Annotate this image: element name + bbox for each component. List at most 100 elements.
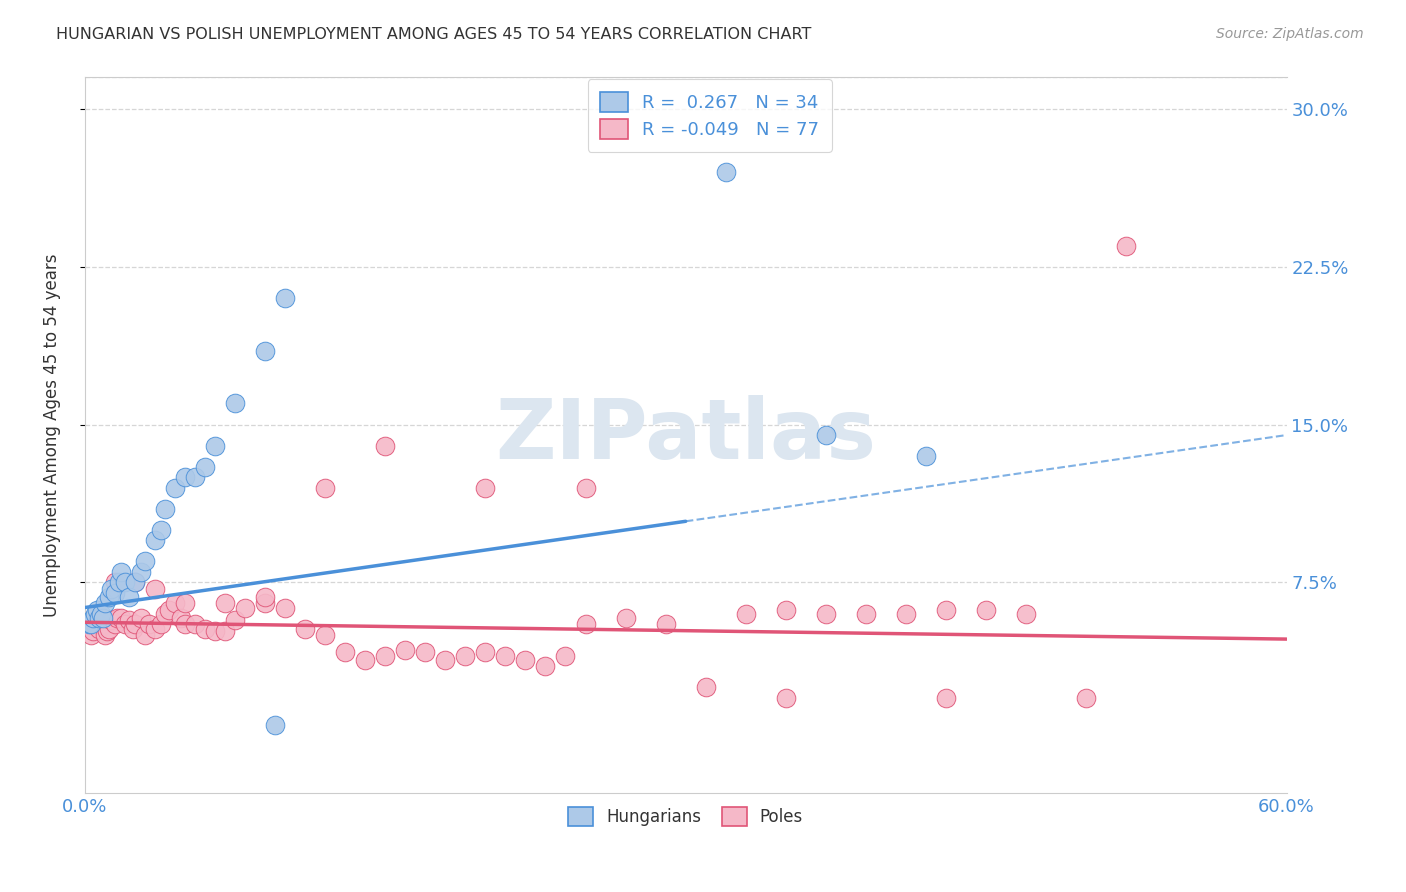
Point	[104, 617, 127, 632]
Point	[129, 565, 152, 579]
Point	[574, 481, 596, 495]
Point	[163, 596, 186, 610]
Point	[121, 622, 143, 636]
Point	[714, 165, 737, 179]
Point	[224, 396, 246, 410]
Point	[474, 481, 496, 495]
Point	[77, 617, 100, 632]
Point	[134, 628, 156, 642]
Point	[734, 607, 756, 621]
Point	[253, 596, 276, 610]
Point	[333, 645, 356, 659]
Point	[100, 613, 122, 627]
Point	[253, 590, 276, 604]
Point	[574, 617, 596, 632]
Point	[775, 691, 797, 706]
Point	[110, 611, 132, 625]
Point	[173, 617, 195, 632]
Text: HUNGARIAN VS POLISH UNEMPLOYMENT AMONG AGES 45 TO 54 YEARS CORRELATION CHART: HUNGARIAN VS POLISH UNEMPLOYMENT AMONG A…	[56, 27, 811, 42]
Point	[515, 653, 537, 667]
Point	[90, 613, 112, 627]
Point	[974, 602, 997, 616]
Point	[83, 617, 105, 632]
Point	[814, 428, 837, 442]
Point	[935, 691, 957, 706]
Legend: Hungarians, Poles: Hungarians, Poles	[560, 799, 811, 834]
Point	[94, 596, 117, 610]
Point	[104, 575, 127, 590]
Point	[83, 607, 105, 621]
Point	[91, 611, 114, 625]
Point	[194, 459, 217, 474]
Point	[170, 611, 193, 625]
Point	[86, 611, 108, 625]
Point	[1115, 238, 1137, 252]
Point	[97, 590, 120, 604]
Point	[87, 622, 110, 636]
Point	[87, 611, 110, 625]
Point	[855, 607, 877, 621]
Point	[114, 617, 136, 632]
Point	[143, 533, 166, 548]
Point	[214, 624, 236, 638]
Text: ZIPatlas: ZIPatlas	[495, 394, 876, 475]
Point	[134, 554, 156, 568]
Point	[149, 617, 172, 632]
Point	[97, 622, 120, 636]
Point	[204, 624, 226, 638]
Point	[163, 481, 186, 495]
Point	[775, 602, 797, 616]
Point	[80, 617, 103, 632]
Point	[184, 470, 207, 484]
Text: Source: ZipAtlas.com: Source: ZipAtlas.com	[1216, 27, 1364, 41]
Point	[100, 582, 122, 596]
Point	[413, 645, 436, 659]
Point	[935, 602, 957, 616]
Point	[695, 681, 717, 695]
Point	[91, 617, 114, 632]
Point	[149, 523, 172, 537]
Point	[86, 602, 108, 616]
Point	[253, 343, 276, 358]
Point	[114, 575, 136, 590]
Point	[314, 628, 336, 642]
Point	[82, 624, 104, 638]
Point	[157, 602, 180, 616]
Point	[138, 617, 160, 632]
Point	[118, 590, 141, 604]
Point	[915, 449, 938, 463]
Point	[554, 648, 576, 663]
Point	[184, 617, 207, 632]
Point	[294, 622, 316, 636]
Point	[314, 481, 336, 495]
Point	[434, 653, 457, 667]
Point	[173, 470, 195, 484]
Point	[105, 611, 128, 625]
Point	[82, 611, 104, 625]
Point	[90, 607, 112, 621]
Point	[118, 613, 141, 627]
Point	[107, 575, 129, 590]
Point	[354, 653, 377, 667]
Point	[143, 582, 166, 596]
Point	[124, 575, 146, 590]
Y-axis label: Unemployment Among Ages 45 to 54 years: Unemployment Among Ages 45 to 54 years	[44, 253, 60, 616]
Point	[124, 617, 146, 632]
Point	[204, 439, 226, 453]
Point	[1015, 607, 1038, 621]
Point	[173, 596, 195, 610]
Point	[124, 575, 146, 590]
Point	[224, 613, 246, 627]
Point	[153, 501, 176, 516]
Point	[233, 600, 256, 615]
Point	[534, 659, 557, 673]
Point	[654, 617, 676, 632]
Point	[77, 617, 100, 632]
Point	[94, 628, 117, 642]
Point	[80, 628, 103, 642]
Point	[194, 622, 217, 636]
Point	[110, 565, 132, 579]
Point	[129, 611, 152, 625]
Point	[394, 642, 416, 657]
Point	[474, 645, 496, 659]
